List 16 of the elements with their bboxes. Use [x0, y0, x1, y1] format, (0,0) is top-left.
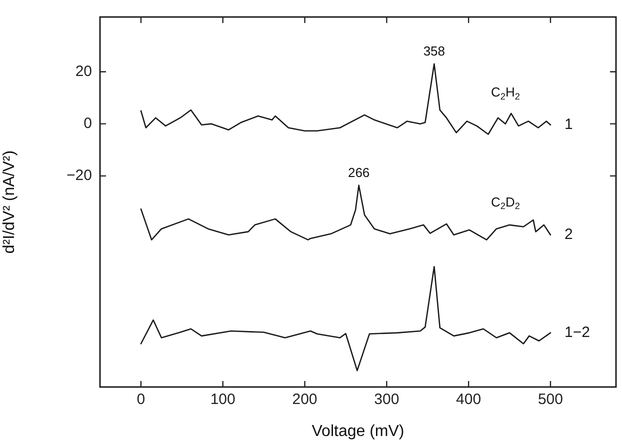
y-tick-label: 0	[84, 114, 92, 132]
series-label: 1−2	[564, 324, 590, 341]
x-tick-label: 100	[210, 391, 236, 408]
x-axis-title: Voltage (mV)	[312, 422, 404, 440]
x-tick-label: 200	[292, 391, 318, 408]
series-label: 2	[564, 226, 573, 243]
x-tick-label: 500	[538, 391, 563, 408]
x-tick-label: 0	[136, 391, 146, 408]
series-label: 1	[564, 116, 573, 134]
y-tick-label: 20	[75, 62, 92, 80]
annotation: 358	[423, 43, 446, 58]
y-tick-label: −20	[66, 167, 92, 184]
x-tick-label: 400	[456, 391, 482, 408]
x-tick-label: 300	[374, 391, 400, 408]
annotation: 266	[348, 164, 370, 180]
y-axis-title: d²I/dV² (nA/V²)	[1, 150, 18, 254]
